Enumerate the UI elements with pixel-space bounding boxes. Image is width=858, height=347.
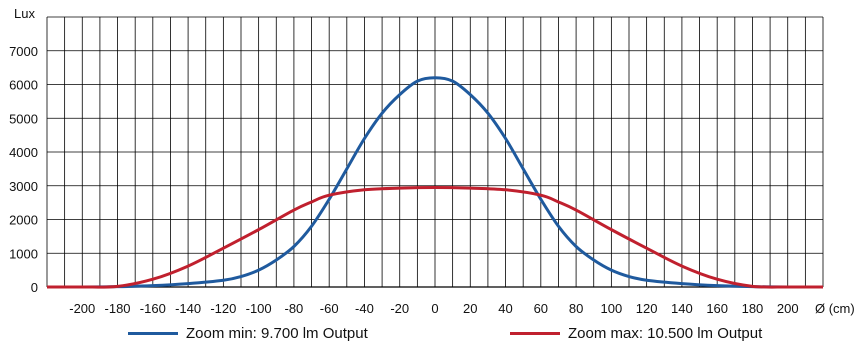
legend-swatch-zoom-max — [510, 332, 560, 335]
x-tick-label: 140 — [671, 301, 693, 316]
x-tick-label: -160 — [140, 301, 166, 316]
legend-label-zoom-min: Zoom min: 9.700 lm Output — [186, 325, 368, 342]
x-tick-label: 20 — [463, 301, 477, 316]
y-tick-label: 6000 — [9, 78, 38, 93]
x-tick-label: -140 — [175, 301, 201, 316]
series-line-zoom-min — [46, 76, 824, 289]
y-tick-label: 7000 — [9, 44, 38, 59]
x-tick-label: 160 — [706, 301, 728, 316]
x-tick-label: -40 — [355, 301, 374, 316]
x-tick-label: -120 — [210, 301, 236, 316]
y-tick-label: 5000 — [9, 111, 38, 126]
x-tick-label: -180 — [105, 301, 131, 316]
x-tick-label: 180 — [742, 301, 764, 316]
y-tick-label: 3000 — [9, 179, 38, 194]
y-tick-label: 0 — [31, 280, 38, 295]
tick-labels: -200 -180 -160 -140 -120 -100 -80 -60 -40 -20 0 20 4… — [9, 44, 799, 316]
legend-swatch-zoom-min — [128, 332, 178, 335]
series-lines — [46, 76, 824, 289]
y-axis-label: Lux — [14, 6, 35, 21]
grid — [46, 16, 824, 288]
lux-distribution-chart: -200 -180 -160 -140 -120 -100 -80 -60 -40 -20 0 20 4… — [9, 6, 855, 316]
series-line-zoom-max — [46, 185, 824, 289]
x-tick-label: -60 — [320, 301, 339, 316]
x-tick-label: 0 — [431, 301, 438, 316]
x-tick-label: 120 — [636, 301, 658, 316]
legend-item-zoom-max: Zoom max: 10.500 lm Output — [510, 325, 762, 342]
x-tick-label: 80 — [569, 301, 583, 316]
x-axis-label: Ø (cm) — [815, 301, 855, 316]
x-tick-label: -80 — [285, 301, 304, 316]
x-tick-label: -20 — [390, 301, 409, 316]
legend: Zoom min: 9.700 lm Output Zoom max: 10.5… — [0, 325, 858, 347]
legend-item-zoom-min: Zoom min: 9.700 lm Output — [128, 325, 368, 342]
x-tick-label: -200 — [69, 301, 95, 316]
x-tick-label: 40 — [498, 301, 512, 316]
x-tick-label: 100 — [601, 301, 623, 316]
x-tick-label: 60 — [534, 301, 548, 316]
y-tick-label: 1000 — [9, 246, 38, 261]
x-tick-label: 200 — [777, 301, 799, 316]
x-tick-label: -100 — [246, 301, 272, 316]
y-tick-label: 2000 — [9, 213, 38, 228]
legend-label-zoom-max: Zoom max: 10.500 lm Output — [568, 325, 763, 342]
y-tick-label: 4000 — [9, 145, 38, 160]
